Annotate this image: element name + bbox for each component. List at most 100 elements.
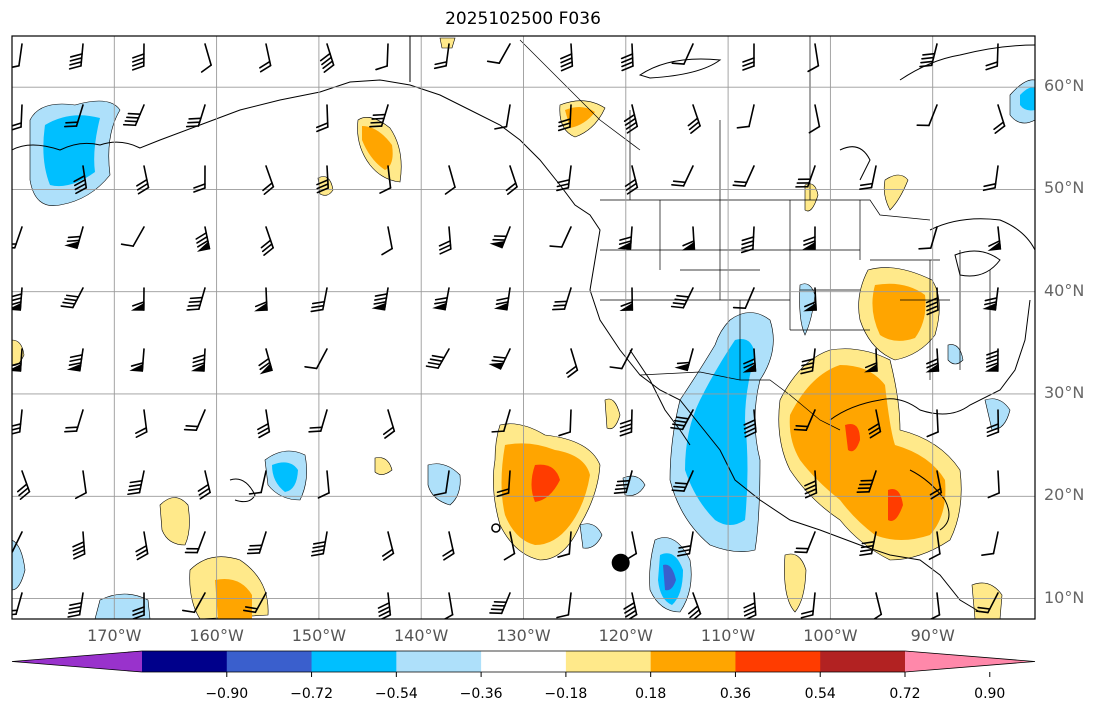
wind-barb-icon	[671, 43, 694, 65]
wind-barb-icon	[73, 165, 88, 195]
wind-barb-icon	[72, 531, 86, 560]
wind-barb-icon	[254, 287, 268, 312]
wind-barb-icon	[308, 409, 328, 433]
wind-barb-icon	[74, 470, 87, 500]
wind-barb-icon	[243, 592, 267, 614]
wind-barb-icon	[807, 43, 820, 73]
wind-barb-icon	[122, 104, 145, 127]
wind-barb-icon	[925, 348, 940, 373]
wind-barb-icon	[64, 409, 84, 433]
wind-barb-icon	[12, 287, 23, 311]
wind-barb-icon	[623, 104, 639, 134]
wind-barb-icon	[808, 104, 821, 134]
wind-barb-icon	[864, 348, 878, 373]
wind-barb-icon	[916, 104, 938, 127]
negative-anomaly-region	[947, 344, 964, 365]
positive-anomaly-region	[565, 106, 595, 128]
wind-barb-icon	[135, 531, 149, 561]
wind-barb-icon	[670, 409, 694, 431]
wind-barb-icon	[129, 348, 145, 372]
political-borders-layer	[519, 36, 991, 431]
colorbar-tick-label: 0.54	[804, 686, 836, 702]
colorbar-segment	[650, 651, 736, 672]
wind-barb-icon	[120, 226, 145, 247]
wind-barb-icon	[928, 592, 941, 619]
wind-barb-icon	[444, 165, 456, 195]
wind-barb-icon	[12, 226, 23, 249]
wind-barb-icon	[619, 409, 633, 437]
wind-barb-icon	[190, 348, 206, 372]
positive-anomaly-region	[784, 553, 807, 613]
positive-anomaly-region	[604, 398, 621, 429]
wind-barb-icon	[60, 287, 84, 309]
longitude-tick-label: 90°W	[910, 626, 955, 645]
wind-barb-icon	[743, 592, 757, 619]
wind-barb-icon	[804, 470, 818, 499]
wind-barb-icon	[432, 287, 450, 311]
wind-barb-icon	[12, 531, 23, 553]
wind-barb-icon	[987, 226, 1002, 252]
positive-anomaly-region	[883, 174, 909, 211]
wind-barb-icon	[732, 165, 755, 187]
latitude-tick-label: 30°N	[1044, 382, 1085, 402]
wind-barb-icon	[375, 43, 389, 71]
wind-barb-icon	[489, 226, 511, 249]
wind-barb-icon	[557, 104, 572, 132]
negative-anomaly-region	[663, 564, 676, 591]
wind-barb-icon	[441, 592, 454, 619]
wind-barb-icon	[558, 409, 572, 437]
coastline	[638, 58, 722, 79]
wind-barb-icon	[16, 470, 31, 500]
wind-barb-icon	[246, 531, 267, 555]
wind-barb-icon	[670, 287, 694, 309]
negative-anomaly-region	[1020, 87, 1035, 111]
latitude-tick-label: 60°N	[1044, 76, 1085, 96]
longitude-tick-label: 100°W	[803, 626, 858, 645]
colorbar-segment	[565, 651, 652, 672]
wind-barb-icon	[135, 409, 148, 438]
wind-barb-icon	[369, 104, 389, 128]
wind-barb-icon	[802, 226, 816, 250]
colorbar-segment	[735, 651, 821, 672]
colorbar-tick-label: −0.90	[205, 686, 249, 702]
coastline	[909, 469, 950, 531]
wind-barb-icon	[310, 531, 328, 557]
colorbar-segment	[311, 651, 397, 672]
wind-barb-icon	[800, 348, 816, 375]
colorbar-segment	[142, 651, 228, 672]
wind-barb-icon	[66, 348, 84, 372]
wind-barb-icon	[617, 226, 633, 250]
coastline	[629, 349, 691, 446]
wind-barb-icon	[687, 104, 701, 134]
positive-anomaly-region	[971, 582, 1003, 619]
colorbar-extend-low	[12, 651, 142, 672]
province-border	[519, 36, 811, 200]
wind-barb-icon	[549, 226, 572, 248]
wind-barb-icon	[503, 531, 516, 561]
colorbar-tick-label: −0.18	[544, 686, 588, 702]
longitude-tick-label: 160°W	[189, 626, 244, 645]
longitude-tick-label: 120°W	[598, 626, 653, 645]
wind-barb-icon	[740, 226, 755, 254]
wind-barb-icon	[258, 348, 273, 375]
wind-barb-icon	[918, 226, 938, 250]
wind-barb-icon	[382, 409, 396, 439]
wind-barb-icon	[743, 409, 757, 438]
coastline	[954, 250, 1001, 277]
colorbar-tick-label: 0.18	[635, 686, 667, 702]
wind-barb-icon	[442, 531, 455, 561]
wind-barb-icon	[981, 531, 999, 556]
wind-barb-icon	[794, 531, 816, 554]
wind-barb-icon	[200, 43, 212, 73]
longitude-tick-label: 110°W	[700, 626, 756, 645]
wind-barb-icon	[928, 531, 941, 561]
wind-barb-icon	[371, 287, 389, 311]
wind-barb-icon	[496, 470, 511, 498]
wind-barb-icon	[552, 287, 572, 311]
positive-anomaly-region	[215, 579, 252, 619]
wind-barb-icon	[131, 43, 145, 71]
wind-barb-icon	[489, 592, 511, 615]
wind-barb-icon	[379, 165, 392, 194]
wind-barb-icon	[494, 104, 511, 130]
